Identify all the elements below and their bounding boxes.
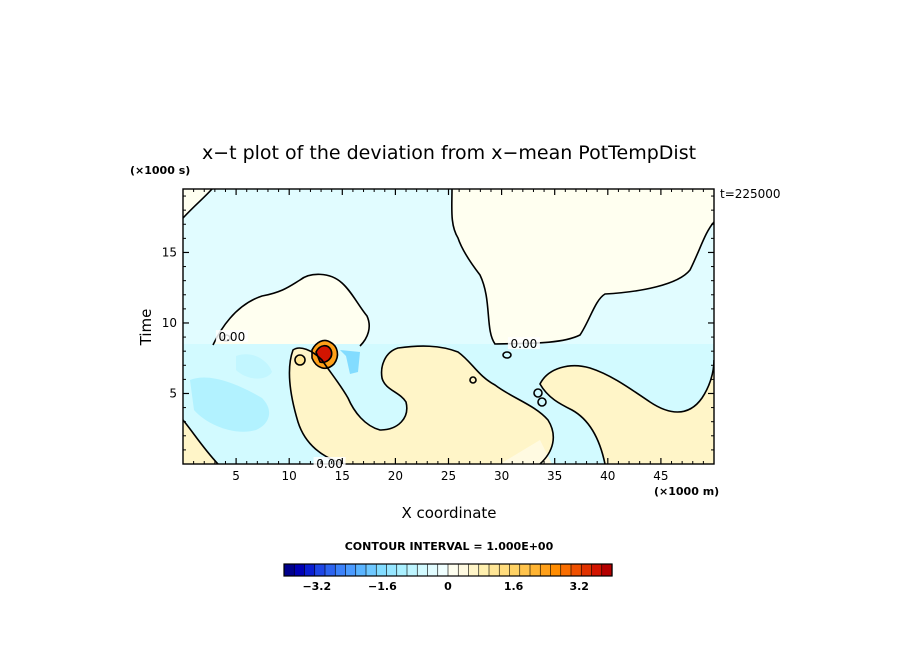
contour-lower-left (183, 419, 219, 464)
contour-top-left (183, 189, 213, 219)
positive-region-top-right (451, 189, 714, 344)
colorbar-tick-label: 3.2 (569, 580, 589, 593)
contour-labels: 0.00 0.00 0.00 (215, 330, 540, 471)
positive-region-lower-left (183, 420, 218, 464)
contour-small-ring-4 (537, 397, 547, 407)
colorbar-swatch (416, 563, 429, 577)
colorbar-swatch (529, 563, 541, 577)
colorbar-swatch (386, 563, 398, 577)
small-warm-spot (295, 355, 305, 365)
x-tick-label: 40 (600, 469, 615, 483)
y-axis-ticks: 5 10 15 (162, 195, 714, 451)
x-axis-ticks: 5 10 15 20 25 30 35 40 45 (193, 189, 704, 483)
y-axis-label: Time (137, 309, 155, 347)
colorbar-swatch (283, 563, 295, 577)
negative-streak (340, 350, 360, 374)
colorbar-swatch (570, 563, 582, 577)
contour-top-right (450, 189, 714, 345)
contour-small-ring-2 (502, 351, 512, 359)
contour-label: 0.00 (511, 337, 538, 351)
y-tick-label: 15 (162, 245, 177, 259)
colorbar-swatch (509, 563, 521, 577)
colorbar-tick-label: −3.2 (302, 580, 331, 593)
colorbar-tick-label: −1.6 (368, 580, 397, 593)
time-label: t=225000 (720, 187, 781, 201)
colorbar-swatch (437, 563, 449, 577)
colorbar-swatch (550, 563, 562, 577)
colorbar-swatch (580, 563, 593, 577)
contour-center-blob (212, 273, 370, 347)
colorbar-swatch (591, 563, 603, 577)
x-tick-label: 25 (441, 469, 456, 483)
contour-small-ring-5 (469, 376, 477, 384)
colorbar-swatch (293, 563, 306, 577)
colorbar-swatch (406, 563, 418, 577)
colorbar-tick-label: 1.6 (504, 580, 524, 593)
positive-region-swirl-2 (540, 360, 714, 464)
colorbar-swatch (314, 563, 326, 577)
x-tick-label: 35 (547, 469, 562, 483)
contour-swirl-1 (288, 345, 555, 464)
x-tick-label: 15 (335, 469, 350, 483)
colorbar-swatch (519, 563, 531, 577)
positive-region-swirl-3 (500, 440, 552, 464)
contour-label-bg (215, 330, 248, 343)
colorbar-frame (283, 563, 613, 577)
contour-interval-label: CONTOUR INTERVAL = 1.000E+00 (345, 540, 554, 553)
colorbar-swatch (375, 563, 388, 577)
positive-region-swirl-1 (289, 346, 554, 464)
contour-core-outer (311, 339, 339, 370)
contour-label: 0.00 (316, 457, 343, 471)
chart-title: x−t plot of the deviation from x−mean Po… (202, 142, 696, 164)
x-tick-label: 45 (653, 469, 668, 483)
contour-swirl-2 (539, 359, 714, 464)
colorbar-swatch (601, 563, 613, 577)
contour-core-inner (315, 344, 333, 364)
x-unit-label: (×1000 m) (654, 485, 719, 498)
colorbar (283, 563, 613, 577)
negative-strong-left (190, 377, 270, 432)
colorbar-swatch (498, 563, 511, 577)
x-tick-label: 20 (388, 469, 403, 483)
contour-label-bg (507, 337, 540, 350)
positive-region-center-blob (213, 274, 370, 350)
y-unit-label: (×1000 s) (130, 164, 190, 177)
y-tick-label: 5 (169, 386, 177, 400)
colorbar-swatch (345, 563, 357, 577)
x-tick-label: 5 (232, 469, 240, 483)
colorbar-swatch (334, 563, 347, 577)
x-tick-label: 10 (282, 469, 297, 483)
colorbar-ticks: −3.2 −1.6 0 1.6 3.2 (302, 580, 589, 593)
colorbar-tick-label: 0 (444, 580, 452, 593)
colorbar-swatch (539, 563, 552, 577)
colorbar-swatch (304, 563, 316, 577)
colorbar-swatch (488, 563, 500, 577)
colorbar-swatch (560, 563, 572, 577)
zero-contours (183, 189, 714, 464)
colorbar-swatch (457, 563, 470, 577)
colorbar-swatch (447, 563, 459, 577)
colorbar-swatch (365, 563, 377, 577)
colorbar-swatch (324, 563, 336, 577)
x-tick-label: 30 (494, 469, 509, 483)
contour-label-bg (313, 457, 346, 469)
negative-strong-mid (236, 354, 272, 379)
colorbar-swatch (355, 563, 367, 577)
x-axis-label: X coordinate (401, 504, 496, 522)
contour-small-ring-3 (533, 388, 543, 398)
colorbar-swatch (396, 563, 408, 577)
contour-label: 0.00 (218, 330, 245, 344)
colorbar-swatch (478, 563, 490, 577)
contour-small-ring-6 (294, 354, 306, 366)
plot-area (183, 189, 714, 464)
colorbar-swatch (468, 563, 480, 577)
colorbar-swatch (427, 563, 439, 577)
y-tick-label: 10 (162, 316, 177, 330)
